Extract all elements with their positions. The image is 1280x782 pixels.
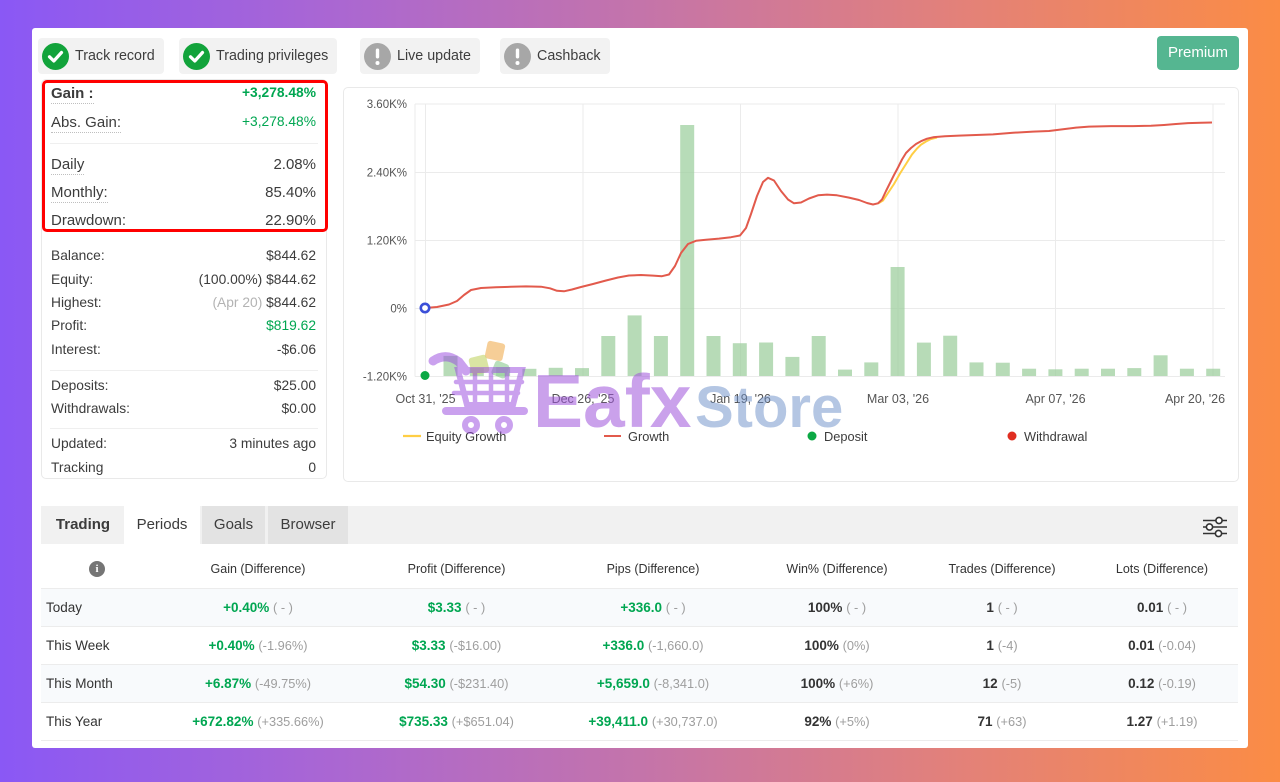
svg-text:Deposit: Deposit: [824, 429, 868, 444]
svg-text:Apr 20, '26: Apr 20, '26: [1165, 392, 1225, 406]
svg-text:1.20K%: 1.20K%: [367, 236, 407, 248]
svg-text:2.40K%: 2.40K%: [367, 168, 407, 180]
svg-text:Jan 19, '26: Jan 19, '26: [710, 392, 771, 406]
svg-text:Equity Growth: Equity Growth: [426, 429, 506, 444]
svg-text:Oct 31, '25: Oct 31, '25: [395, 392, 455, 406]
svg-text:0%: 0%: [390, 304, 407, 316]
svg-text:Apr 07, '26: Apr 07, '26: [1025, 392, 1085, 406]
svg-text:Withdrawal: Withdrawal: [1024, 429, 1087, 444]
svg-text:Dec 26, '25: Dec 26, '25: [552, 392, 615, 406]
svg-text:Store: Store: [695, 375, 843, 440]
svg-text:Mar 03, '26: Mar 03, '26: [867, 392, 929, 406]
svg-text:-1.20K%: -1.20K%: [363, 372, 407, 384]
svg-text:3.60K%: 3.60K%: [367, 99, 407, 111]
svg-text:Eafx: Eafx: [533, 359, 692, 443]
svg-text:Growth: Growth: [628, 429, 669, 444]
